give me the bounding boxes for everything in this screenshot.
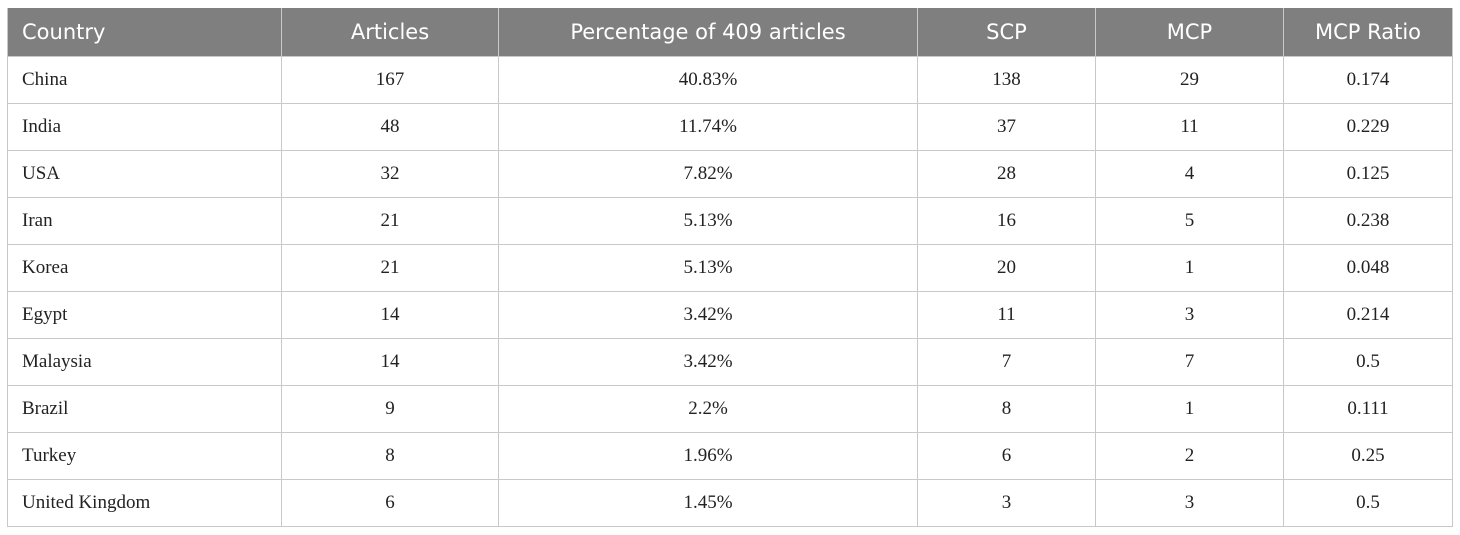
table-cell: 11.74% [498,103,918,151]
table-cell: 1.45% [498,479,918,527]
table-cell: 16 [917,197,1096,245]
table-cell: Turkey [7,432,282,480]
table-cell: India [7,103,282,151]
table-cell: 20 [917,244,1096,292]
table-cell: 3.42% [498,338,918,386]
table-row: India 48 11.74% 37 11 0.229 [7,103,1453,151]
table-cell: USA [7,150,282,198]
table-cell: 0.174 [1283,56,1453,104]
table-cell: 8 [917,385,1096,433]
table-cell: 7.82% [498,150,918,198]
table-cell: 0.214 [1283,291,1453,339]
table-row: Iran 21 5.13% 16 5 0.238 [7,197,1453,245]
table-cell: 3 [917,479,1096,527]
table-cell: 48 [281,103,499,151]
table-cell: Egypt [7,291,282,339]
header-cell: MCP [1095,8,1284,57]
table-cell: 0.111 [1283,385,1453,433]
table-cell: 3.42% [498,291,918,339]
table-cell: 14 [281,338,499,386]
table-body: China 167 40.83% 138 29 0.174 India 48 11.74% 37 1… [7,56,1453,527]
table-cell: 7 [1095,338,1284,386]
table-row: Malaysia 14 3.42% 7 7 0.5 [7,338,1453,386]
table-row: Turkey 8 1.96% 6 2 0.25 [7,432,1453,480]
table-cell: 21 [281,197,499,245]
table-cell: 1 [1095,244,1284,292]
table-cell: 0.5 [1283,479,1453,527]
table-cell: 9 [281,385,499,433]
table-cell: 0.125 [1283,150,1453,198]
table-container: Country Articles Percentage of 409 article… [7,8,1453,527]
table-row: USA 32 7.82% 28 4 0.125 [7,150,1453,198]
table-cell: China [7,56,282,104]
table-cell: 1.96% [498,432,918,480]
table-cell: 4 [1095,150,1284,198]
table-cell: 1 [1095,385,1284,433]
table-cell: 5.13% [498,244,918,292]
header-cell: Percentage of 409 articles [498,8,918,57]
header-cell: Country [7,8,282,57]
table-cell: 5.13% [498,197,918,245]
header-row: Country Articles Percentage of 409 article… [7,8,1453,57]
table-cell: 32 [281,150,499,198]
table-cell: 3 [1095,479,1284,527]
table-cell: 40.83% [498,56,918,104]
table-cell: 0.25 [1283,432,1453,480]
table-cell: 11 [1095,103,1284,151]
table-cell: 14 [281,291,499,339]
table-cell: 37 [917,103,1096,151]
table-cell: United Kingdom [7,479,282,527]
table-row: United Kingdom 6 1.45% 3 3 0.5 [7,479,1453,527]
table-cell: 2.2% [498,385,918,433]
table-row: Egypt 14 3.42% 11 3 0.214 [7,291,1453,339]
header-cell: MCP Ratio [1283,8,1453,57]
data-table: Country Articles Percentage of 409 article… [7,8,1453,527]
header-cell: SCP [917,8,1096,57]
table-cell: 28 [917,150,1096,198]
table-cell: Malaysia [7,338,282,386]
table-row: Korea 21 5.13% 20 1 0.048 [7,244,1453,292]
table-cell: Korea [7,244,282,292]
table-cell: 7 [917,338,1096,386]
table-cell: 6 [917,432,1096,480]
table-cell: 11 [917,291,1096,339]
table-cell: 5 [1095,197,1284,245]
table-cell: 6 [281,479,499,527]
table-cell: 8 [281,432,499,480]
table-cell: 29 [1095,56,1284,104]
table-cell: 0.048 [1283,244,1453,292]
table-cell: 0.5 [1283,338,1453,386]
table-cell: 2 [1095,432,1284,480]
table-row: China 167 40.83% 138 29 0.174 [7,56,1453,104]
header-cell: Articles [281,8,499,57]
table-cell: 3 [1095,291,1284,339]
table-cell: 0.229 [1283,103,1453,151]
table-cell: 21 [281,244,499,292]
table-row: Brazil 9 2.2% 8 1 0.111 [7,385,1453,433]
table-cell: Brazil [7,385,282,433]
table-cell: Iran [7,197,282,245]
table-cell: 138 [917,56,1096,104]
table-cell: 167 [281,56,499,104]
table-header: Country Articles Percentage of 409 article… [7,8,1453,57]
table-cell: 0.238 [1283,197,1453,245]
